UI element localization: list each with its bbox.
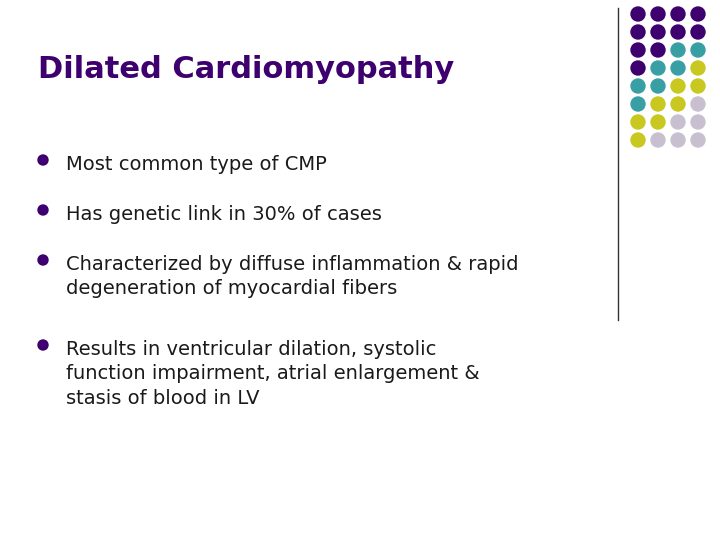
Circle shape (38, 155, 48, 165)
Circle shape (691, 115, 705, 129)
Circle shape (631, 79, 645, 93)
Circle shape (38, 255, 48, 265)
Circle shape (631, 115, 645, 129)
Circle shape (691, 61, 705, 75)
Circle shape (38, 205, 48, 215)
Circle shape (631, 7, 645, 21)
Text: Dilated Cardiomyopathy: Dilated Cardiomyopathy (38, 55, 454, 84)
Text: Most common type of CMP: Most common type of CMP (66, 155, 327, 174)
Circle shape (651, 115, 665, 129)
Circle shape (671, 61, 685, 75)
Circle shape (631, 97, 645, 111)
Circle shape (671, 25, 685, 39)
Circle shape (671, 43, 685, 57)
Circle shape (671, 7, 685, 21)
Circle shape (631, 43, 645, 57)
Circle shape (651, 7, 665, 21)
Circle shape (651, 133, 665, 147)
Circle shape (671, 115, 685, 129)
Circle shape (691, 79, 705, 93)
Text: Characterized by diffuse inflammation & rapid
degeneration of myocardial fibers: Characterized by diffuse inflammation & … (66, 255, 518, 298)
Circle shape (691, 133, 705, 147)
Circle shape (691, 97, 705, 111)
Circle shape (651, 25, 665, 39)
Circle shape (691, 43, 705, 57)
Circle shape (651, 97, 665, 111)
Circle shape (691, 7, 705, 21)
Circle shape (631, 133, 645, 147)
Circle shape (671, 79, 685, 93)
Circle shape (631, 25, 645, 39)
Circle shape (38, 340, 48, 350)
Circle shape (671, 133, 685, 147)
Text: Has genetic link in 30% of cases: Has genetic link in 30% of cases (66, 205, 382, 224)
Circle shape (651, 79, 665, 93)
Circle shape (651, 61, 665, 75)
Circle shape (691, 25, 705, 39)
Circle shape (651, 43, 665, 57)
Circle shape (671, 97, 685, 111)
Circle shape (631, 61, 645, 75)
Text: Results in ventricular dilation, systolic
function impairment, atrial enlargemen: Results in ventricular dilation, systoli… (66, 340, 480, 408)
